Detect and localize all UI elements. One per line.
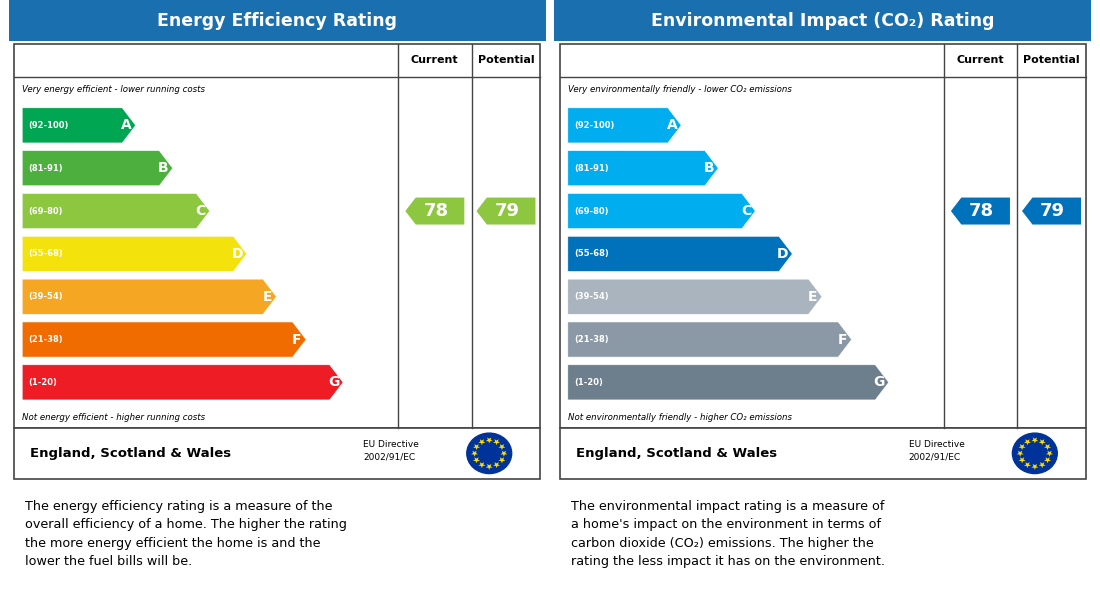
Circle shape xyxy=(1012,433,1057,474)
Polygon shape xyxy=(22,193,210,229)
Text: (69-80): (69-80) xyxy=(574,206,608,216)
Text: C: C xyxy=(195,204,206,218)
Bar xyxy=(560,428,1086,479)
Polygon shape xyxy=(1038,439,1046,445)
Text: The energy efficiency rating is a measure of the
overall efficiency of a home. T: The energy efficiency rating is a measur… xyxy=(25,500,346,569)
Text: (21-38): (21-38) xyxy=(29,335,64,344)
Text: D: D xyxy=(778,247,789,261)
Polygon shape xyxy=(950,197,1011,225)
Polygon shape xyxy=(22,237,246,272)
Text: (39-54): (39-54) xyxy=(574,292,609,301)
Polygon shape xyxy=(568,365,889,400)
Polygon shape xyxy=(22,365,343,400)
Text: EU Directive
2002/91/EC: EU Directive 2002/91/EC xyxy=(363,440,419,461)
Text: D: D xyxy=(232,247,243,261)
Polygon shape xyxy=(478,462,485,468)
Polygon shape xyxy=(405,197,465,225)
Polygon shape xyxy=(500,451,507,456)
Polygon shape xyxy=(22,322,306,357)
Text: B: B xyxy=(158,161,168,175)
Text: 78: 78 xyxy=(969,202,994,220)
Text: G: G xyxy=(328,375,340,389)
Text: England, Scotland & Wales: England, Scotland & Wales xyxy=(31,447,231,460)
Polygon shape xyxy=(1044,457,1050,463)
Text: Current: Current xyxy=(957,55,1004,65)
Polygon shape xyxy=(498,457,505,463)
Polygon shape xyxy=(493,439,500,445)
Text: C: C xyxy=(740,204,751,218)
Polygon shape xyxy=(1019,457,1025,463)
Polygon shape xyxy=(1024,462,1031,468)
Polygon shape xyxy=(486,437,493,444)
Text: 79: 79 xyxy=(1041,202,1065,220)
Text: Not energy efficient - higher running costs: Not energy efficient - higher running co… xyxy=(22,413,206,421)
Polygon shape xyxy=(471,451,478,456)
Polygon shape xyxy=(1038,462,1046,468)
Text: A: A xyxy=(121,118,132,132)
Polygon shape xyxy=(568,237,792,272)
Polygon shape xyxy=(1046,451,1053,456)
Bar xyxy=(14,44,540,428)
Text: (92-100): (92-100) xyxy=(574,121,615,130)
Polygon shape xyxy=(486,464,493,470)
Text: Very environmentally friendly - lower CO₂ emissions: Very environmentally friendly - lower CO… xyxy=(568,85,792,94)
Polygon shape xyxy=(1024,439,1031,445)
Text: F: F xyxy=(837,333,847,347)
Text: 79: 79 xyxy=(495,202,519,220)
Text: (92-100): (92-100) xyxy=(29,121,69,130)
Text: (55-68): (55-68) xyxy=(574,249,609,258)
Text: (81-91): (81-91) xyxy=(574,164,609,172)
Text: Not environmentally friendly - higher CO₂ emissions: Not environmentally friendly - higher CO… xyxy=(568,413,792,421)
Polygon shape xyxy=(22,108,135,143)
Text: (55-68): (55-68) xyxy=(29,249,64,258)
Text: F: F xyxy=(292,333,301,347)
Bar xyxy=(9,0,546,41)
Text: B: B xyxy=(704,161,714,175)
Text: E: E xyxy=(807,290,817,304)
Text: Environmental Impact (CO₂) Rating: Environmental Impact (CO₂) Rating xyxy=(651,12,994,30)
Text: (39-54): (39-54) xyxy=(29,292,64,301)
Text: (21-38): (21-38) xyxy=(574,335,609,344)
Polygon shape xyxy=(475,197,536,225)
Polygon shape xyxy=(1032,464,1038,470)
Polygon shape xyxy=(22,279,276,314)
Text: (81-91): (81-91) xyxy=(29,164,64,172)
Text: A: A xyxy=(667,118,678,132)
Text: EU Directive
2002/91/EC: EU Directive 2002/91/EC xyxy=(909,440,965,461)
Bar xyxy=(554,0,1091,41)
Text: Energy Efficiency Rating: Energy Efficiency Rating xyxy=(157,12,397,30)
Text: England, Scotland & Wales: England, Scotland & Wales xyxy=(576,447,777,460)
Polygon shape xyxy=(478,439,485,445)
Polygon shape xyxy=(493,462,500,468)
Text: Current: Current xyxy=(411,55,459,65)
Polygon shape xyxy=(568,322,851,357)
Text: The environmental impact rating is a measure of
a home's impact on the environme: The environmental impact rating is a mea… xyxy=(571,500,884,569)
Polygon shape xyxy=(473,457,480,463)
Polygon shape xyxy=(1021,197,1081,225)
Text: Potential: Potential xyxy=(477,55,535,65)
Text: Very energy efficient - lower running costs: Very energy efficient - lower running co… xyxy=(22,85,206,94)
Circle shape xyxy=(466,433,512,474)
Polygon shape xyxy=(1019,444,1025,450)
Text: 78: 78 xyxy=(424,202,449,220)
Polygon shape xyxy=(1044,444,1050,450)
Text: (69-80): (69-80) xyxy=(29,206,63,216)
Polygon shape xyxy=(568,108,681,143)
Text: (1-20): (1-20) xyxy=(29,378,57,387)
Text: G: G xyxy=(873,375,886,389)
Polygon shape xyxy=(473,444,480,450)
Polygon shape xyxy=(22,151,173,186)
Text: Potential: Potential xyxy=(1023,55,1080,65)
Bar xyxy=(14,428,540,479)
Polygon shape xyxy=(568,193,756,229)
Bar xyxy=(560,44,1086,428)
Polygon shape xyxy=(568,151,718,186)
Polygon shape xyxy=(568,279,822,314)
Text: E: E xyxy=(262,290,272,304)
Polygon shape xyxy=(498,444,505,450)
Text: (1-20): (1-20) xyxy=(574,378,603,387)
Polygon shape xyxy=(1016,451,1024,456)
Polygon shape xyxy=(1032,437,1038,444)
